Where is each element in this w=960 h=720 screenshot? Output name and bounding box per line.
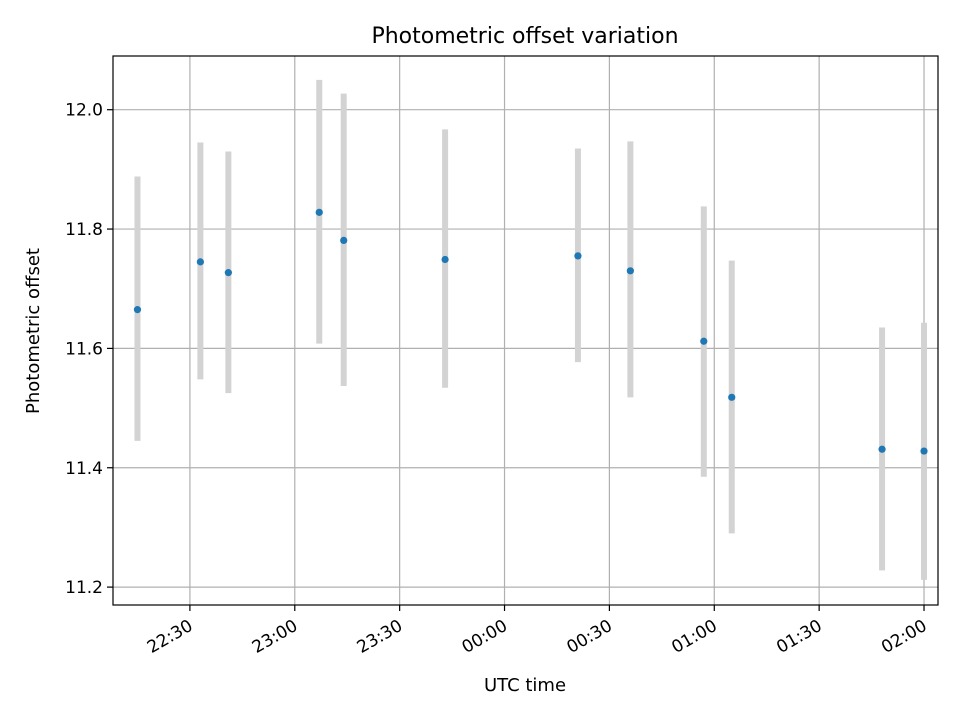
x-tick-label: 22:30: [144, 616, 196, 658]
plot-frame: [112, 55, 939, 606]
data-point: [878, 445, 886, 453]
x-tick-label: 00:00: [459, 616, 511, 658]
data-point: [574, 252, 582, 260]
x-tick-labels: 22:30 23:00 23:30 00:00 00:30 01:00 01:30 02:00: [144, 616, 931, 658]
y-tick-label: 12.0: [65, 101, 103, 121]
y-tick-labels: 11.2 11.4 11.6 11.8 12.0: [65, 101, 103, 598]
x-tick-label: 23:00: [249, 616, 301, 658]
y-tick-label: 11.2: [65, 578, 103, 598]
x-tick-label: 01:00: [668, 616, 720, 658]
data-point: [224, 269, 232, 277]
chart-title: Photometric offset variation: [371, 24, 678, 49]
x-tick-label: 00:30: [563, 616, 615, 658]
y-tick-label: 11.8: [65, 220, 103, 240]
y-tick-label: 11.4: [65, 459, 103, 479]
y-axis-label: Photometric offset: [23, 248, 44, 414]
data-point: [626, 267, 634, 275]
data-point: [340, 236, 348, 244]
data-point: [441, 255, 449, 264]
y-tick-label: 11.6: [65, 339, 103, 359]
plot-background: [113, 56, 938, 605]
data-point: [315, 208, 323, 216]
x-tick-label: 02:00: [878, 616, 930, 658]
grid: [113, 56, 938, 605]
data-points: [133, 208, 928, 455]
x-axis-label: UTC time: [484, 675, 566, 696]
data-point: [196, 258, 204, 266]
data-point: [700, 337, 708, 345]
ticks: [107, 109, 925, 611]
x-tick-label: 01:30: [773, 616, 825, 658]
data-point: [728, 393, 736, 401]
data-point: [133, 306, 142, 314]
data-point: [920, 447, 928, 455]
x-tick-label: 23:30: [354, 616, 406, 658]
